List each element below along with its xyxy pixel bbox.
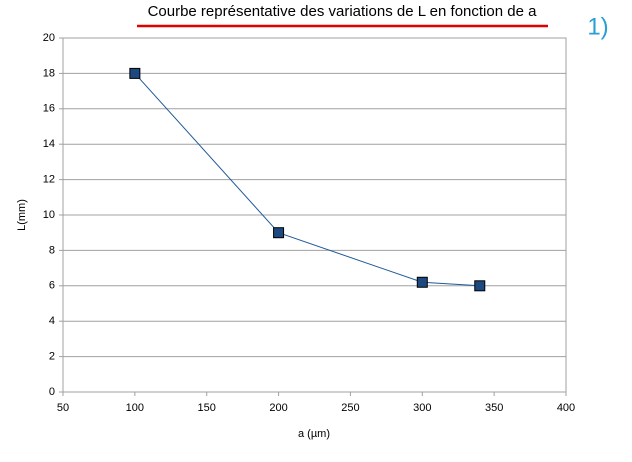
x-tick-label: 200: [269, 402, 287, 414]
x-tick-label: 400: [557, 402, 575, 414]
y-tick-label: 20: [43, 32, 55, 44]
y-tick-label: 16: [43, 103, 55, 115]
y-tick-label: 10: [43, 209, 55, 221]
y-tick-label: 14: [43, 138, 55, 150]
data-point: [416, 276, 428, 288]
chart-title: Courbe représentative des variations de …: [148, 3, 538, 20]
annotation: 1): [587, 13, 608, 40]
y-tick-label: 0: [49, 386, 55, 398]
y-tick-label: 12: [43, 174, 55, 186]
y-axis-label: L(mm): [16, 199, 28, 231]
x-tick-label: 100: [126, 402, 144, 414]
plot-frame: [62, 37, 567, 393]
y-tick-label: 8: [49, 244, 55, 256]
x-tick-label: 150: [198, 402, 216, 414]
y-tick-label: 4: [49, 315, 55, 327]
x-tick-label: 50: [57, 402, 69, 414]
x-tick-label: 300: [413, 402, 431, 414]
y-tick-label: 2: [49, 351, 55, 363]
data-point: [273, 227, 285, 239]
data-line: [134, 73, 480, 287]
y-tick-label: 6: [49, 280, 55, 292]
x-tick-label: 350: [485, 402, 503, 414]
y-tick-label: 18: [43, 67, 55, 79]
data-point: [474, 280, 486, 292]
x-axis-label: a (µm): [298, 428, 330, 440]
data-point: [129, 67, 141, 79]
x-tick-label: 250: [341, 402, 359, 414]
